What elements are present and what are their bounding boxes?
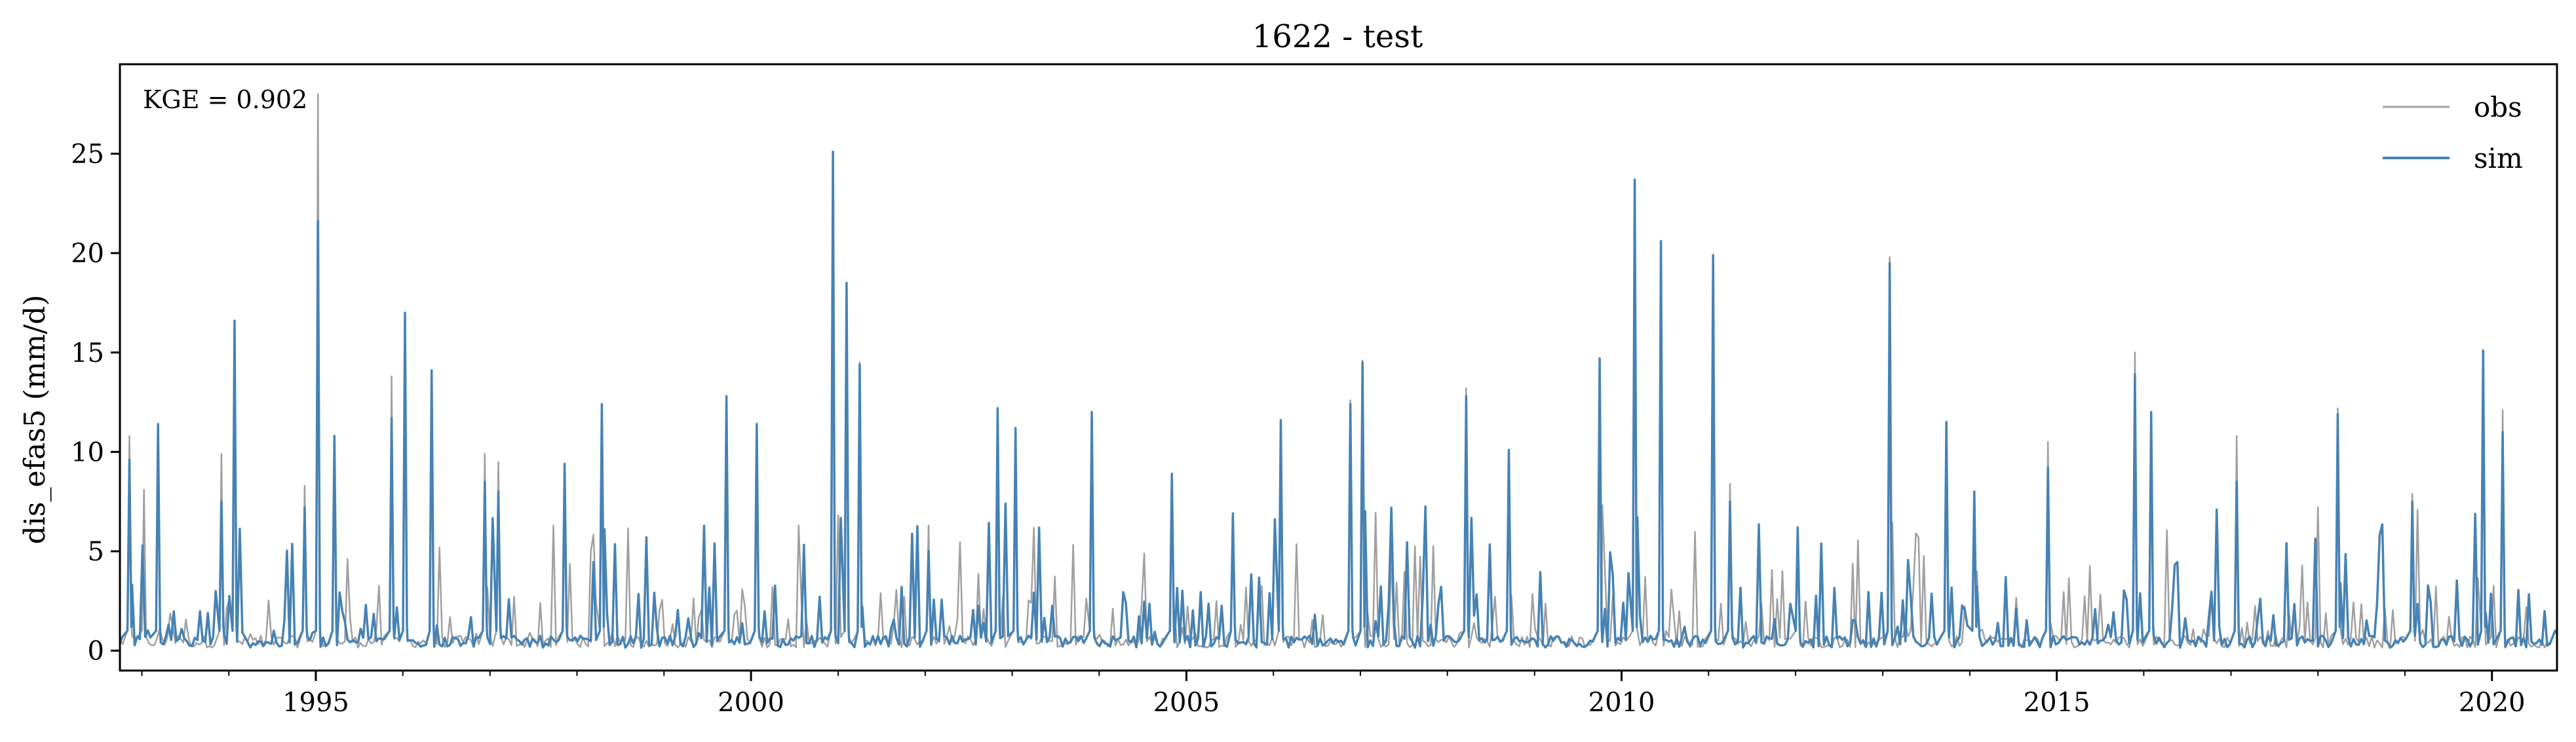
chart-title: 1622 - test <box>1252 18 1423 55</box>
x-tick-label: 2020 <box>2459 688 2526 718</box>
series-layer <box>120 93 2557 649</box>
kge-annotation: KGE = 0.902 <box>143 85 307 114</box>
x-tick-label: 2010 <box>1588 688 1655 718</box>
x-tick-label: 2000 <box>718 688 784 718</box>
y-tick-label: 20 <box>71 239 104 269</box>
series-line-sim <box>120 150 2557 649</box>
x-axis-ticks: 1995 2000 2005 2010 2015 2020 <box>141 671 2526 718</box>
y-axis-label: dis_efas5 (mm/d) <box>18 295 52 545</box>
x-tick-label: 1995 <box>282 688 349 718</box>
legend-sim-label: sim <box>2474 142 2523 174</box>
legend: obs sim <box>2383 91 2523 174</box>
legend-obs-label: obs <box>2474 91 2522 123</box>
x-tick-label: 2005 <box>1153 688 1220 718</box>
y-axis-ticks: 0 5 10 15 20 25 <box>71 139 120 667</box>
x-tick-label: 2015 <box>2024 688 2090 718</box>
plot-frame <box>119 63 2558 672</box>
y-tick-label: 10 <box>71 437 104 467</box>
y-tick-label: 0 <box>88 636 104 667</box>
y-tick-label: 25 <box>71 139 104 169</box>
y-tick-label: 5 <box>88 537 104 567</box>
y-tick-label: 15 <box>71 338 104 368</box>
